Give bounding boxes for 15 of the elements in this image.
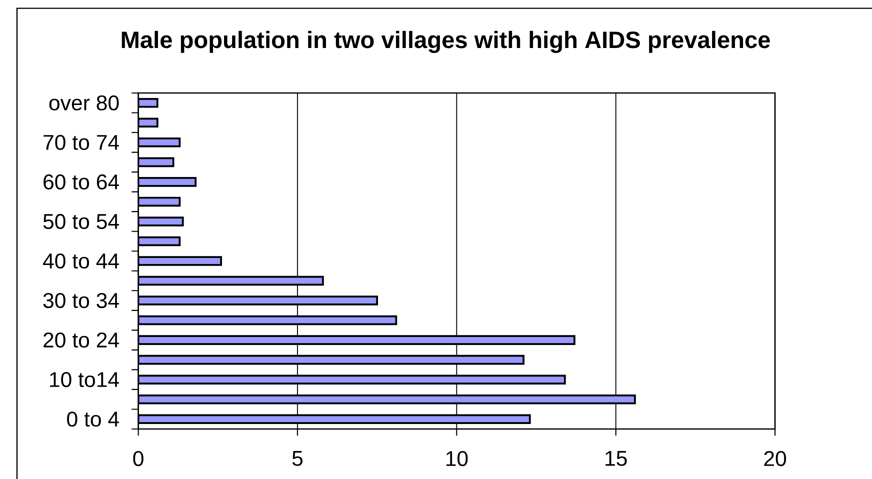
x-tick-label: 15 xyxy=(606,451,627,466)
y-tick-label: over 80 xyxy=(49,95,119,110)
y-tick-label: 30 to 34 xyxy=(43,292,119,308)
y-tick-label: 60 to 64 xyxy=(44,174,119,190)
y-tick-label: 40 to 44 xyxy=(43,253,119,269)
y-tick-label: 10 to14 xyxy=(50,372,119,388)
x-tick-label: 20 xyxy=(764,451,786,466)
x-tick-label: 0 xyxy=(133,451,144,466)
y-tick-label: 0 to 4 xyxy=(67,412,119,427)
y-tick-label: 50 to 54 xyxy=(43,214,119,230)
x-tick-label: 5 xyxy=(292,451,303,466)
y-tick-label: 70 to 74 xyxy=(44,134,119,150)
x-tick-label: 10 xyxy=(446,451,468,466)
y-tick-label: 20 to 24 xyxy=(44,332,119,348)
chart-title: Male population in two villages with high AIDS prevalence xyxy=(122,30,770,53)
